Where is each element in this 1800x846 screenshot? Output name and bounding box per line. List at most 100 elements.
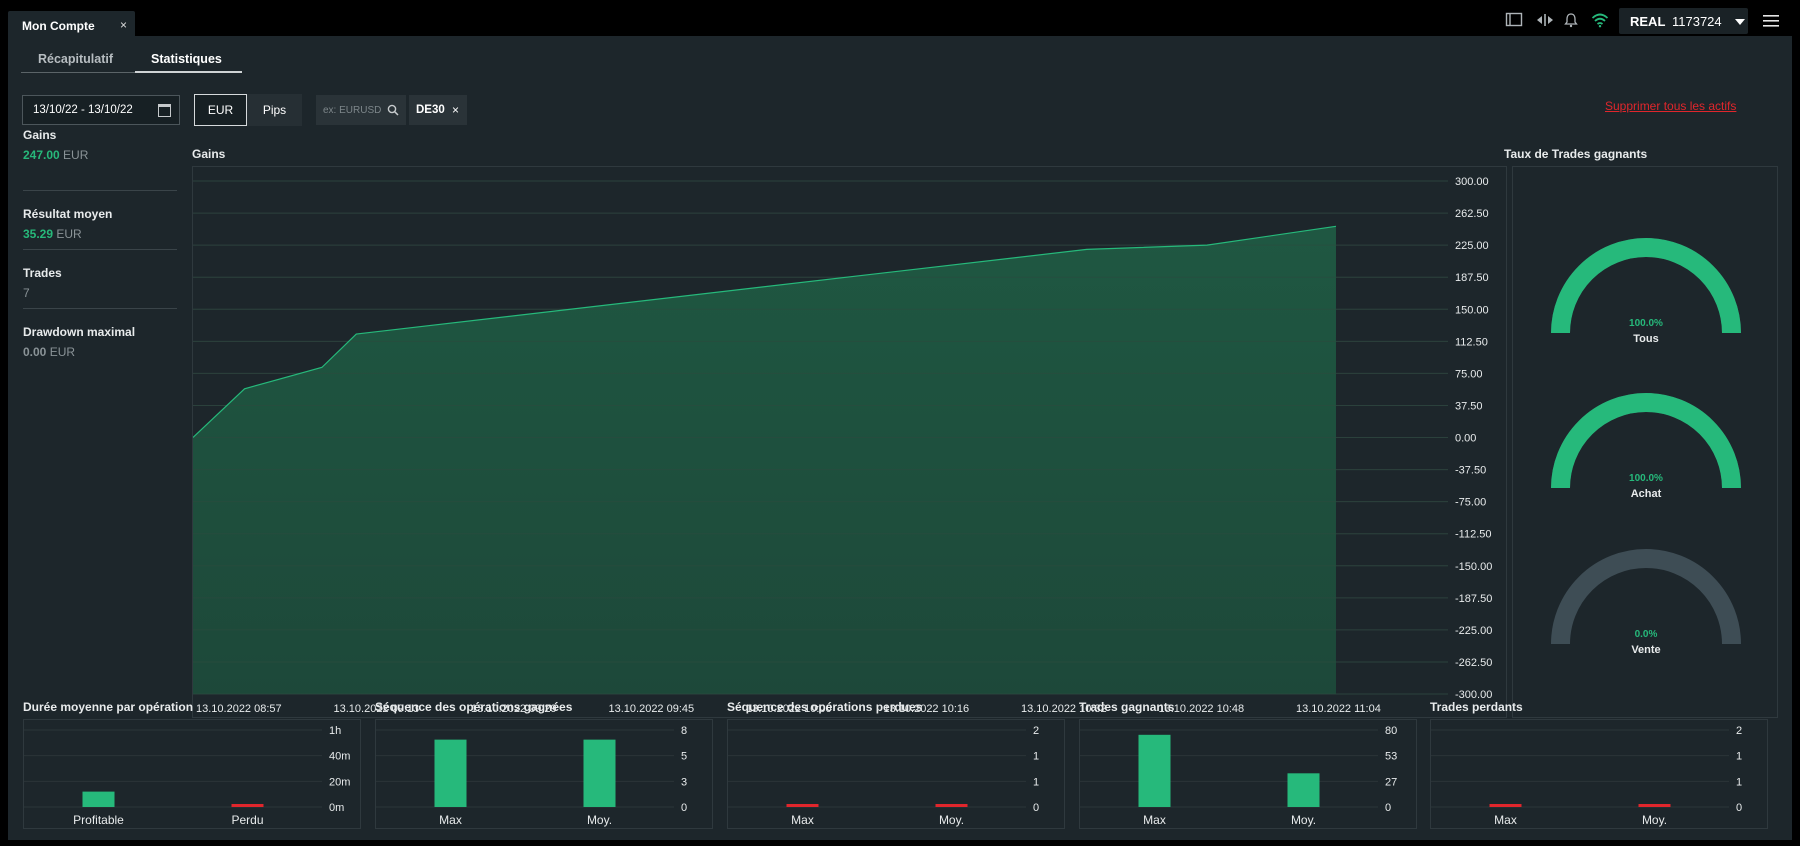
y-tick-label: 75.00 (1455, 368, 1483, 380)
x-category-label: Moy. (939, 813, 964, 827)
y-tick-label: -187.50 (1455, 593, 1492, 605)
gauge-vente: 0.0% Vente (1551, 549, 1741, 656)
bar (82, 791, 115, 807)
small-chart-frame: 2 1 1 0 Max Moy. (1430, 719, 1768, 829)
y-tick-label: 0.00 (1455, 433, 1476, 445)
y-tick-label: 80 (1385, 725, 1397, 737)
small-bar-chart: 2 1 1 0 Max Moy. (1431, 725, 1742, 827)
stat-unit: EUR (63, 148, 89, 162)
stat-label: Trades (23, 266, 62, 280)
account-selector[interactable]: REAL 1173724 (1619, 8, 1748, 34)
window-tab-title: Mon Compte (22, 19, 95, 33)
bar (434, 739, 467, 807)
divider (23, 308, 177, 309)
y-tick-label: 20m (329, 776, 350, 788)
stat-max-drawdown: Drawdown maximal 0.00 EUR (23, 325, 177, 359)
stat-trades: Trades 7 (23, 266, 177, 300)
x-tick-label: 13.10.2022 10:16 (884, 703, 970, 715)
wifi-icon (1591, 12, 1611, 32)
y-tick-label: 0 (1033, 802, 1039, 814)
gains-chart-title: Gains (192, 147, 226, 161)
x-tick-label: 13.10.2022 10:00 (746, 703, 832, 715)
bar (1138, 734, 1171, 807)
top-bar: Mon Compte × REAL 1173724 (0, 0, 1800, 37)
y-tick-label: 1h (329, 725, 341, 737)
menu-icon[interactable] (1762, 14, 1782, 34)
y-tick-label: 187.50 (1455, 272, 1489, 284)
small-chart-frame: 80 53 27 0 Max Moy. (1079, 719, 1417, 829)
date-range-picker[interactable]: 13/10/22 - 13/10/22 (22, 95, 180, 125)
gauge-track (1551, 549, 1741, 645)
stat-unit: EUR (49, 345, 76, 359)
divider (23, 190, 177, 191)
x-tick-label: 13.10.2022 11:04 (1296, 703, 1381, 715)
delete-all-assets-link[interactable]: Supprimer tous les actifs (1605, 99, 1737, 113)
symbol-chip: DE30 × (409, 95, 467, 125)
bar (231, 804, 264, 807)
bar (1489, 804, 1522, 807)
layout-icon[interactable] (1505, 12, 1525, 32)
gains-chart: 300.00 262.50 225.00 187.50 150.00 112.50 75.0… (192, 176, 1492, 715)
small-bar-chart: 1h 40m 20m 0m Profitable Perdu (24, 725, 350, 827)
gauge-fill (1551, 238, 1741, 334)
bar (1638, 804, 1671, 807)
transfer-icon[interactable] (1535, 12, 1555, 32)
unit-pips-button[interactable]: Pips (262, 103, 287, 117)
bell-icon[interactable] (1563, 12, 1583, 32)
win-rate-gauges: 100.0% Tous 100.0% Achat 0.0% Vente (1551, 238, 1741, 656)
gauge-achat: 100.0% Achat (1551, 393, 1741, 500)
calendar-icon (158, 104, 171, 117)
y-tick-label: 37.50 (1455, 400, 1483, 412)
gauge-fill (1551, 393, 1741, 489)
gauge-value: 0.0% (1635, 629, 1658, 640)
small-chart-title: Séquence des opérations gagnées (375, 700, 573, 714)
unit-eur-button[interactable]: EUR (194, 94, 247, 126)
bar (1287, 773, 1320, 807)
y-tick-label: -150.00 (1455, 561, 1492, 573)
stat-label: Gains (23, 128, 57, 142)
x-tick-label: 13.10.2022 08:57 (196, 703, 282, 715)
y-tick-label: 1 (1736, 751, 1742, 763)
y-tick-label: 0 (1736, 802, 1742, 814)
gauge-value: 100.0% (1629, 318, 1663, 329)
x-category-label: Perdu (231, 813, 263, 827)
y-tick-label: 300.00 (1455, 176, 1489, 188)
small-chart-frame: 2 1 1 0 Max Moy. (727, 719, 1065, 829)
stat-unit: EUR (56, 227, 82, 241)
gains-chart-frame: 300.00 262.50 225.00 187.50 150.00 112.50 75.0… (192, 166, 1507, 718)
small-chart-frame: 1h 40m 20m 0m Profitable Perdu (23, 719, 361, 829)
unit-toggle: EUR Pips (194, 94, 302, 126)
window-tab[interactable]: Mon Compte × (8, 11, 135, 37)
stat-value: 247.00 (23, 148, 60, 162)
stat-average-result: Résultat moyen 35.29 EUR (23, 207, 177, 241)
y-tick-label: 40m (329, 751, 350, 763)
win-rate-frame: 100.0% Tous 100.0% Achat 0.0% Vente (1512, 166, 1778, 718)
tab-statistiques[interactable]: Statistiques (151, 52, 222, 66)
remove-symbol-icon[interactable]: × (452, 103, 460, 117)
y-tick-label: 225.00 (1455, 240, 1489, 252)
y-tick-label: -37.50 (1455, 465, 1486, 477)
stat-value: 0.00 (23, 345, 47, 359)
y-tick-label: -75.00 (1455, 497, 1486, 509)
small-chart-title: Trades gagnants (1079, 700, 1175, 714)
gauge-tous: 100.0% Tous (1551, 238, 1741, 345)
tab-recapitulatif[interactable]: Récapitulatif (38, 52, 114, 66)
bar (583, 739, 616, 807)
tab-close-icon[interactable]: × (119, 18, 127, 32)
search-icon[interactable] (387, 103, 399, 116)
symbol-search-input[interactable] (316, 95, 388, 125)
y-tick-label: 1 (1736, 776, 1742, 788)
y-tick-label: 0m (329, 802, 344, 814)
small-bar-chart: 80 53 27 0 Max Moy. (1080, 725, 1397, 827)
y-tick-label: 5 (681, 751, 687, 763)
y-tick-label: 53 (1385, 751, 1397, 763)
small-chart-frame: 8 5 3 0 Max Moy. (375, 719, 713, 829)
date-range-value: 13/10/22 - 13/10/22 (33, 104, 133, 116)
stat-label: Drawdown maximal (23, 325, 136, 339)
x-category-label: Max (791, 813, 814, 827)
bar (786, 804, 819, 807)
x-category-label: Profitable (73, 813, 124, 827)
y-tick-label: 27 (1385, 776, 1397, 788)
y-tick-label: 150.00 (1455, 304, 1489, 316)
y-tick-label: -112.50 (1455, 529, 1492, 541)
